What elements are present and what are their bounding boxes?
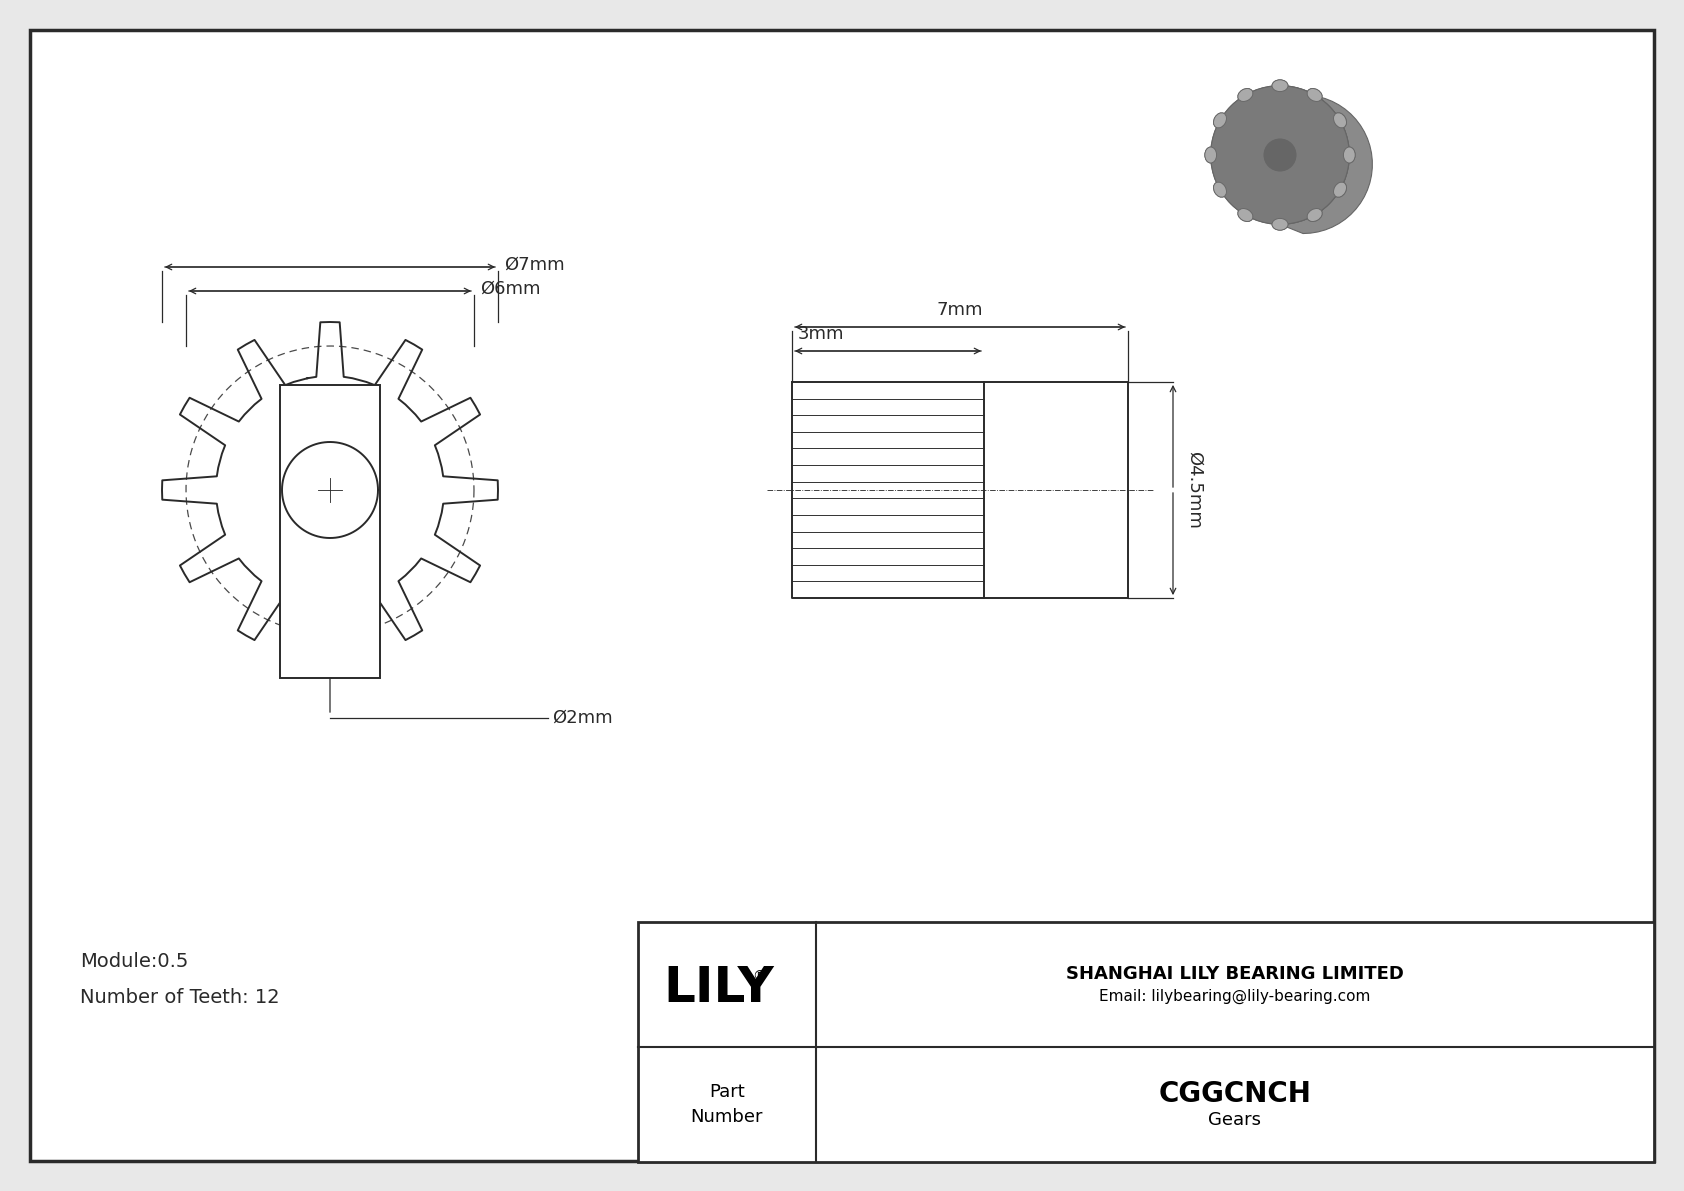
Ellipse shape: [1334, 182, 1347, 198]
Text: CGGCNCH: CGGCNCH: [1159, 1080, 1312, 1109]
Text: Module:0.5: Module:0.5: [81, 952, 189, 971]
Ellipse shape: [1214, 182, 1226, 198]
Ellipse shape: [1238, 208, 1253, 222]
Text: Part
Number: Part Number: [690, 1083, 763, 1125]
Ellipse shape: [1271, 218, 1288, 230]
Text: Ø2mm: Ø2mm: [552, 709, 613, 727]
Ellipse shape: [1334, 182, 1347, 198]
Text: Ø6mm: Ø6mm: [480, 280, 541, 298]
Circle shape: [1265, 139, 1297, 172]
Bar: [638, 922, 1654, 1162]
Ellipse shape: [1271, 80, 1288, 92]
Ellipse shape: [1214, 182, 1226, 198]
Ellipse shape: [1307, 88, 1322, 101]
Ellipse shape: [1334, 113, 1347, 127]
Ellipse shape: [1307, 208, 1322, 222]
Ellipse shape: [1238, 208, 1253, 222]
Ellipse shape: [1344, 146, 1356, 163]
Text: 7mm: 7mm: [936, 301, 983, 319]
Ellipse shape: [1271, 218, 1288, 230]
Bar: [280, 385, 381, 678]
Text: SHANGHAI LILY BEARING LIMITED: SHANGHAI LILY BEARING LIMITED: [1066, 966, 1404, 984]
Ellipse shape: [1204, 146, 1216, 163]
Ellipse shape: [1238, 88, 1253, 101]
Text: LILY: LILY: [663, 965, 775, 1012]
Ellipse shape: [1211, 86, 1349, 224]
Text: Ø7mm: Ø7mm: [504, 256, 564, 274]
Text: 3mm: 3mm: [798, 325, 844, 343]
Ellipse shape: [1334, 113, 1347, 127]
Ellipse shape: [1271, 80, 1288, 92]
Text: Ø4.5mm: Ø4.5mm: [1186, 451, 1202, 529]
Text: ®: ®: [753, 969, 766, 984]
Ellipse shape: [1307, 208, 1322, 222]
Text: Email: lilybearing@lily-bearing.com: Email: lilybearing@lily-bearing.com: [1100, 989, 1371, 1004]
Ellipse shape: [1211, 86, 1349, 224]
Text: Gears: Gears: [1209, 1111, 1261, 1129]
Ellipse shape: [1204, 146, 1216, 163]
Ellipse shape: [1344, 146, 1356, 163]
Ellipse shape: [1307, 88, 1322, 101]
Ellipse shape: [1214, 113, 1226, 127]
Polygon shape: [1280, 86, 1372, 233]
Ellipse shape: [1238, 88, 1253, 101]
Circle shape: [1265, 139, 1297, 172]
Text: Number of Teeth: 12: Number of Teeth: 12: [81, 989, 280, 1008]
Ellipse shape: [1214, 113, 1226, 127]
